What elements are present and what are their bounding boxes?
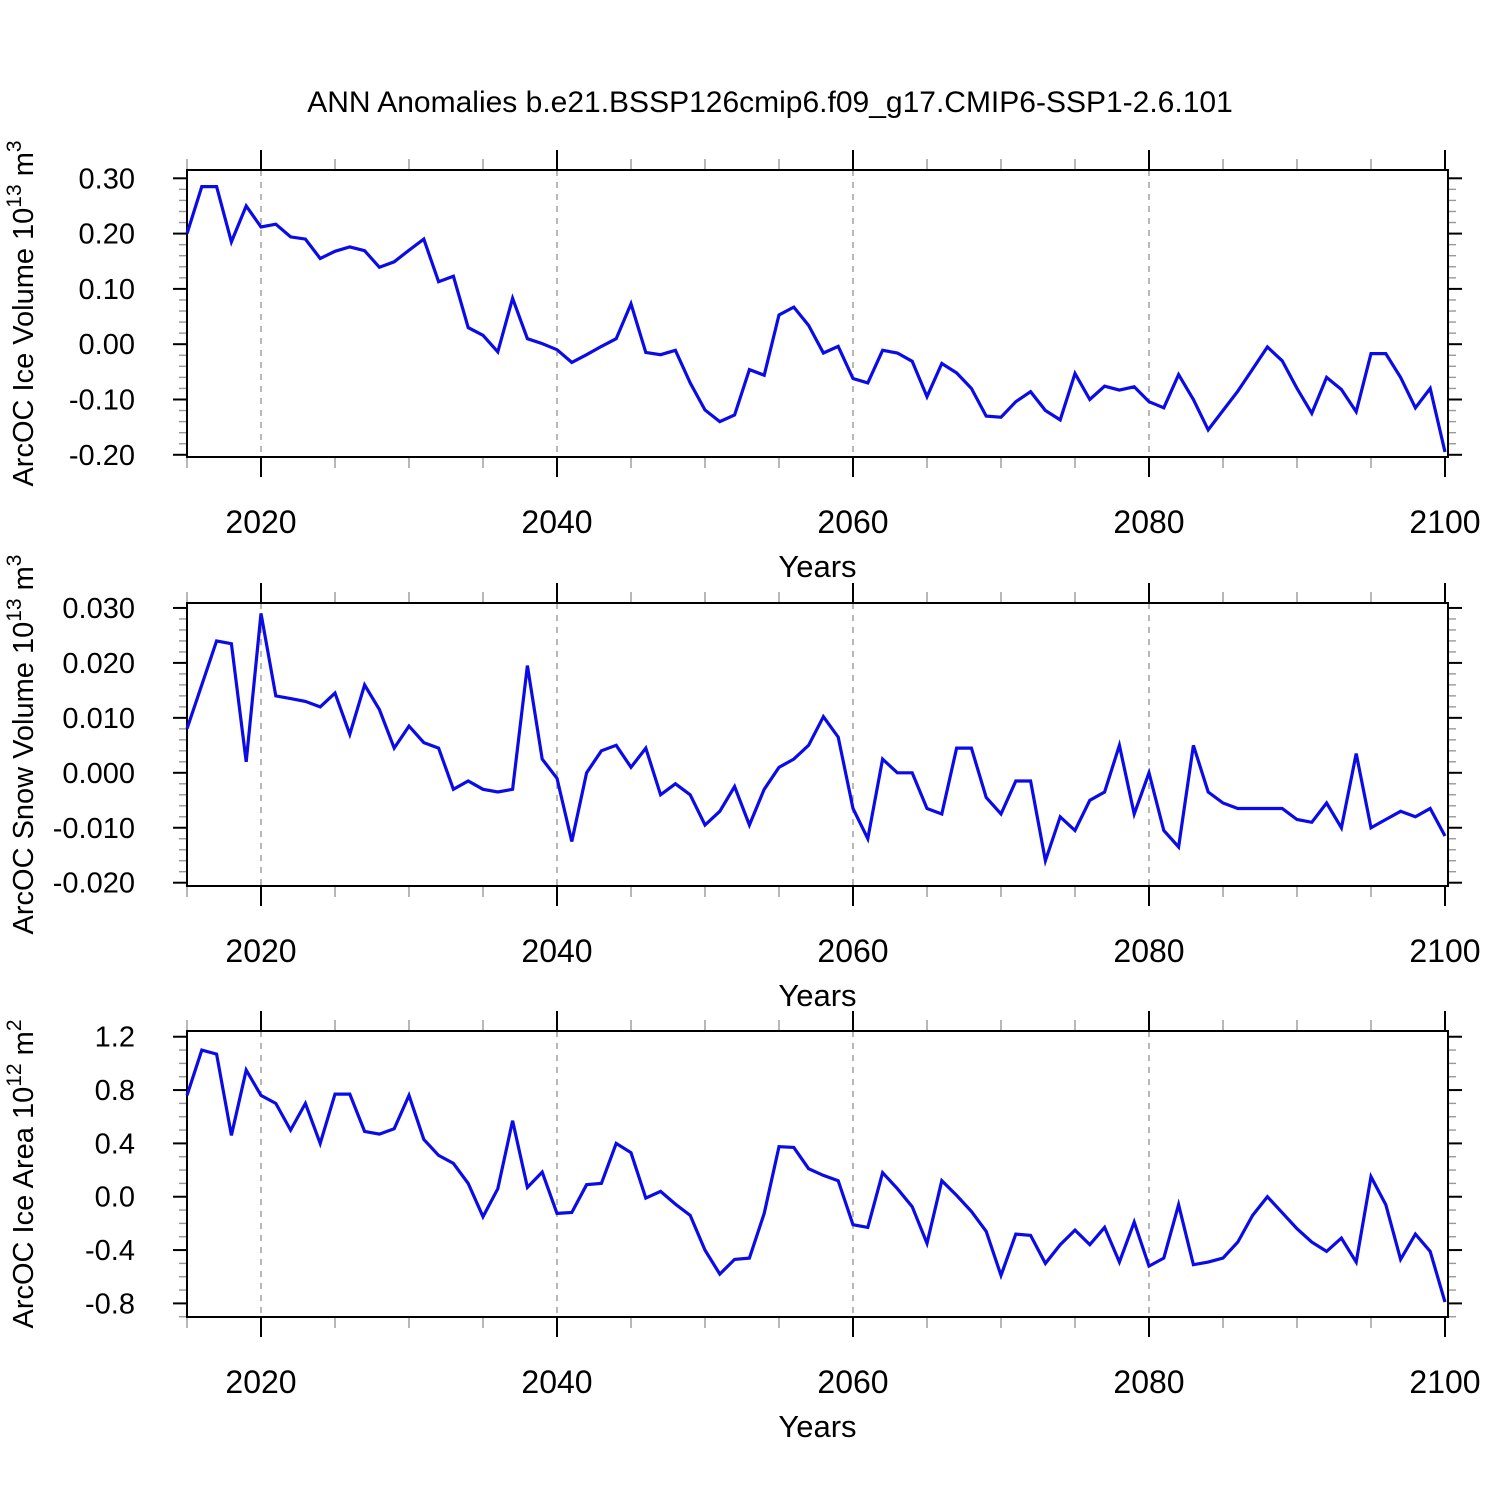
y-tick-label: 0.20 (79, 219, 135, 251)
y-axis-title: ArcOC Ice Area 1012 m2 (3, 1019, 40, 1328)
y-tick-label: 0.4 (95, 1128, 135, 1160)
ice-volume-series-line (185, 185, 1447, 453)
y-tick-label: 0.8 (95, 1075, 135, 1107)
y-axis-title: ArcOC Ice Volume 1013 m3 (3, 140, 40, 486)
y-tick-label: 0.010 (62, 703, 135, 735)
x-axis-title: Years (778, 549, 856, 584)
x-axis-title: Years (778, 1409, 856, 1444)
y-tick-label: -0.4 (85, 1235, 135, 1267)
x-tick-label: 2060 (817, 1364, 888, 1400)
x-tick-label: 2040 (521, 1364, 592, 1400)
y-tick-label: -0.020 (53, 868, 135, 900)
y-tick-label: 0.0 (95, 1182, 135, 1214)
snow-volume-frame (186, 602, 1449, 887)
ice-volume-frame (186, 169, 1449, 458)
x-tick-label: 2020 (225, 933, 296, 969)
x-tick-label: 2100 (1409, 933, 1480, 969)
y-tick-label: -0.010 (53, 813, 135, 845)
x-tick-label: 2060 (817, 933, 888, 969)
x-tick-label: 2080 (1113, 504, 1184, 540)
x-tick-label: 2100 (1409, 504, 1480, 540)
y-tick-label: -0.8 (85, 1288, 135, 1320)
x-tick-label: 2080 (1113, 1364, 1184, 1400)
ice-area-frame (186, 1030, 1449, 1318)
x-tick-label: 2040 (521, 933, 592, 969)
y-tick-label: 0.030 (62, 593, 135, 625)
x-tick-label: 2020 (225, 504, 296, 540)
x-tick-label: 2060 (817, 504, 888, 540)
x-tick-label: 2080 (1113, 933, 1184, 969)
x-tick-label: 2040 (521, 504, 592, 540)
y-axis-title: ArcOC Snow Volume 1013 m3 (3, 555, 40, 935)
y-tick-label: -0.10 (69, 384, 135, 416)
x-tick-label: 2020 (225, 1364, 296, 1400)
y-tick-label: 0.000 (62, 758, 135, 790)
y-tick-label: 0.020 (62, 648, 135, 680)
y-tick-label: 1.2 (95, 1022, 135, 1054)
y-tick-label: 0.00 (79, 329, 135, 361)
y-tick-label: 0.30 (79, 163, 135, 195)
ice-area-series-line (185, 1048, 1447, 1303)
y-tick-label: 0.10 (79, 274, 135, 306)
snow-volume-series-line (185, 613, 1447, 868)
x-tick-label: 2100 (1409, 1364, 1480, 1400)
y-tick-label: -0.20 (69, 440, 135, 472)
x-axis-title: Years (778, 978, 856, 1013)
figure-title: ANN Anomalies b.e21.BSSP126cmip6.f09_g17… (307, 86, 1233, 119)
